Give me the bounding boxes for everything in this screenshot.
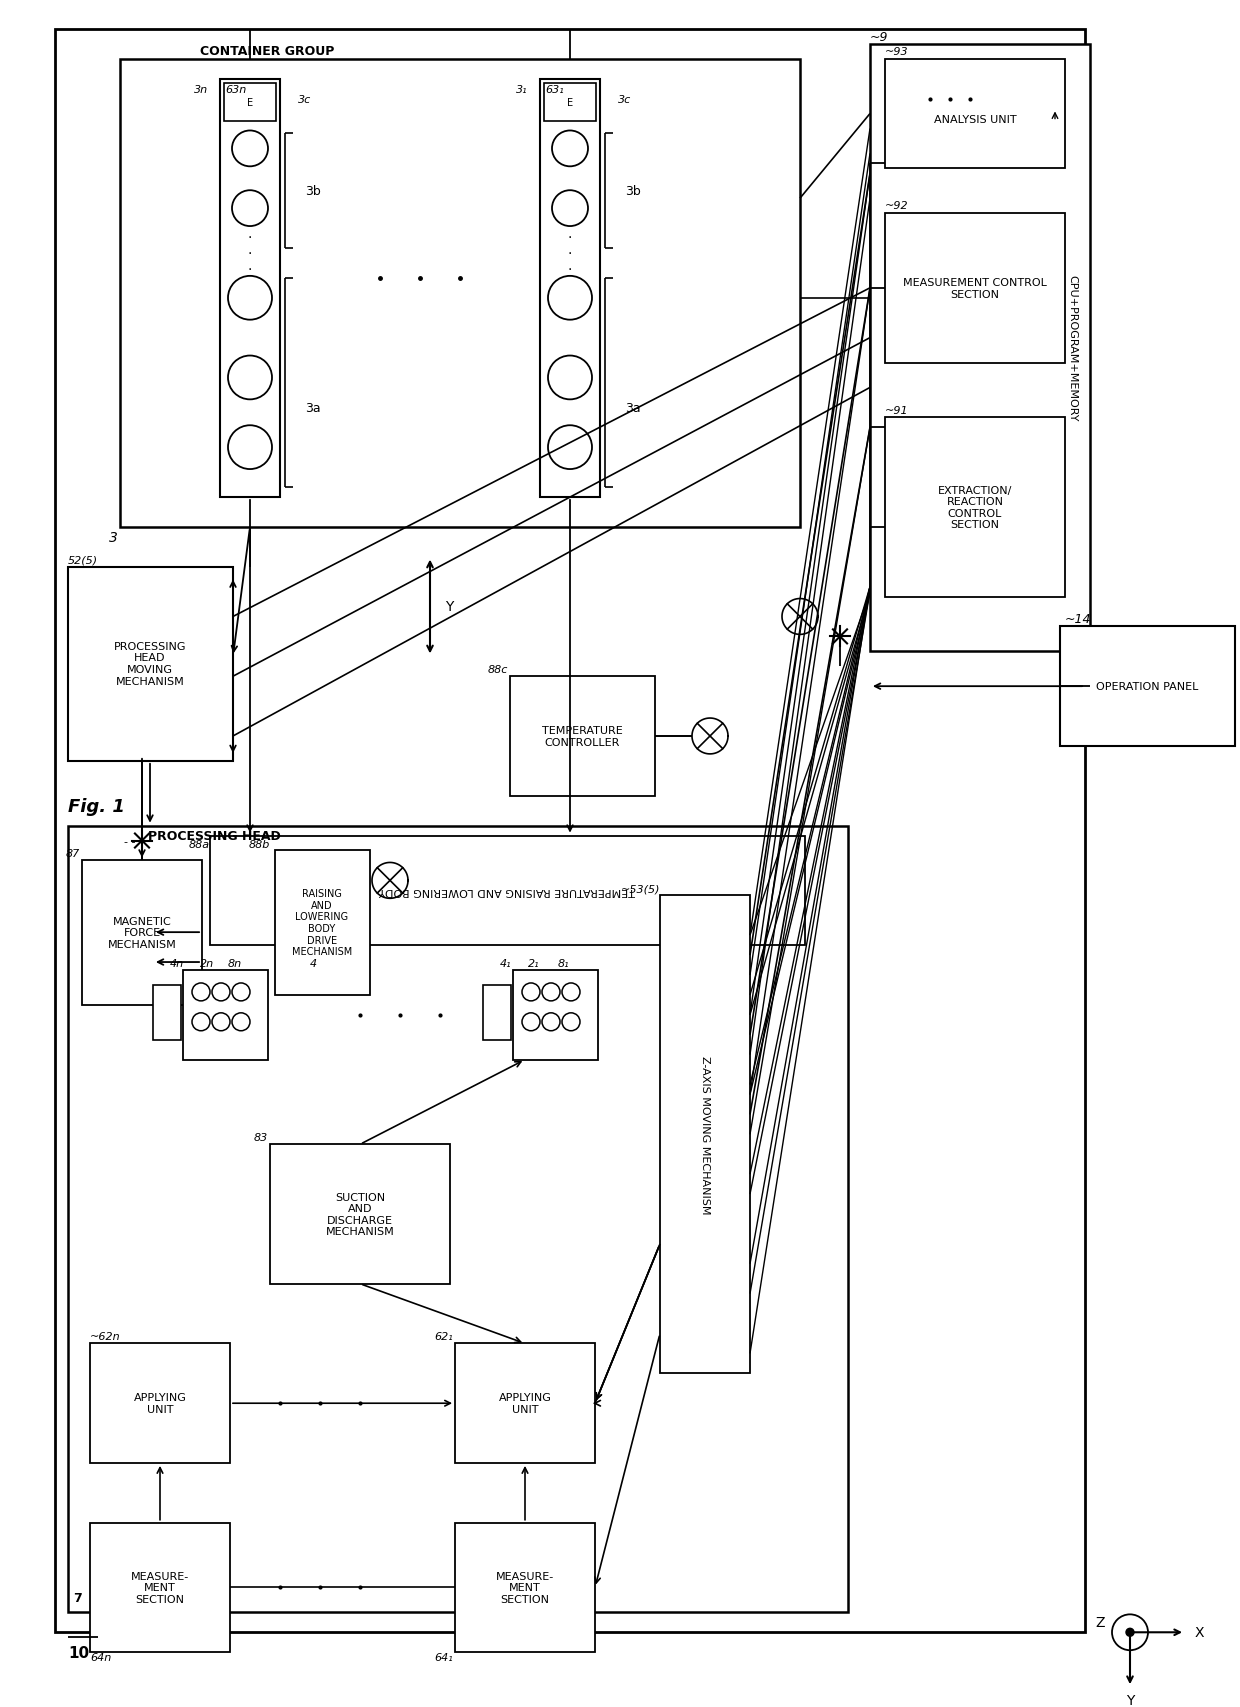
Bar — [224, 84, 277, 121]
Bar — [885, 418, 1065, 597]
Text: ~92: ~92 — [885, 201, 909, 212]
Text: MAGNETIC
FORCE
MECHANISM: MAGNETIC FORCE MECHANISM — [108, 917, 176, 949]
Text: 2n: 2n — [200, 958, 215, 968]
Bar — [210, 836, 805, 946]
Text: ~93: ~93 — [885, 46, 909, 56]
Text: - -: - - — [124, 836, 135, 847]
Bar — [68, 567, 233, 761]
Text: SUCTION
AND
DISCHARGE
MECHANISM: SUCTION AND DISCHARGE MECHANISM — [326, 1191, 394, 1236]
Text: PROCESSING
HEAD
MOVING
MECHANISM: PROCESSING HEAD MOVING MECHANISM — [114, 642, 186, 686]
Text: 3c: 3c — [299, 94, 311, 104]
Bar — [270, 1145, 450, 1284]
Text: CONTAINER GROUP: CONTAINER GROUP — [200, 46, 335, 58]
Text: 8₁: 8₁ — [558, 958, 569, 968]
Text: CPU+PROGRAM+MEMORY: CPU+PROGRAM+MEMORY — [1066, 275, 1078, 422]
Text: 3b: 3b — [305, 184, 321, 198]
Text: EXTRACTION/
REACTION
CONTROL
SECTION: EXTRACTION/ REACTION CONTROL SECTION — [937, 485, 1012, 529]
Text: Fig. 1: Fig. 1 — [68, 797, 125, 816]
Text: ~14: ~14 — [1065, 613, 1091, 625]
Text: 3n: 3n — [193, 85, 208, 94]
Text: ~53(5): ~53(5) — [620, 884, 660, 894]
Text: 4: 4 — [310, 958, 317, 968]
Text: MEASURE-
MENT
SECTION: MEASURE- MENT SECTION — [496, 1570, 554, 1605]
Bar — [219, 80, 280, 498]
Text: RAISING
AND
LOWERING
BODY
DRIVE
MECHANISM: RAISING AND LOWERING BODY DRIVE MECHANIS… — [291, 889, 352, 956]
Text: PROCESSING HEAD: PROCESSING HEAD — [148, 830, 280, 843]
Text: 2₁: 2₁ — [528, 958, 539, 968]
Bar — [484, 985, 511, 1040]
Text: 88c: 88c — [487, 664, 508, 674]
Text: MEASURE-
MENT
SECTION: MEASURE- MENT SECTION — [131, 1570, 190, 1605]
Bar — [510, 676, 655, 795]
Bar — [82, 860, 202, 1005]
Text: 3: 3 — [109, 531, 118, 545]
Bar — [68, 826, 848, 1613]
Text: ·
·
·: · · · — [248, 230, 252, 277]
Text: 3a: 3a — [305, 401, 321, 415]
Text: 64₁: 64₁ — [434, 1652, 453, 1663]
Bar — [513, 971, 598, 1060]
Text: 63n: 63n — [224, 85, 247, 94]
Bar — [455, 1523, 595, 1652]
Text: APPLYING
UNIT: APPLYING UNIT — [134, 1393, 186, 1413]
Circle shape — [1126, 1628, 1135, 1637]
Text: 4₁: 4₁ — [500, 958, 512, 968]
Text: 7: 7 — [73, 1591, 82, 1605]
Text: ~9: ~9 — [870, 31, 889, 44]
Text: APPLYING
UNIT: APPLYING UNIT — [498, 1393, 552, 1413]
Text: Z: Z — [1095, 1615, 1105, 1630]
Text: TEMPERATURE RAISING AND LOWERING BODY: TEMPERATURE RAISING AND LOWERING BODY — [379, 886, 635, 896]
Bar — [544, 84, 596, 121]
Bar — [120, 60, 800, 527]
Bar — [91, 1343, 229, 1463]
Bar — [885, 213, 1065, 364]
Bar — [55, 29, 1085, 1632]
Text: Z-AXIS MOVING MECHANISM: Z-AXIS MOVING MECHANISM — [701, 1055, 711, 1214]
Text: 83: 83 — [254, 1133, 268, 1142]
Text: ·
·
·: · · · — [568, 230, 572, 277]
Text: OPERATION PANEL: OPERATION PANEL — [1096, 681, 1198, 691]
Text: MEASUREMENT CONTROL
SECTION: MEASUREMENT CONTROL SECTION — [903, 278, 1047, 299]
Text: 87: 87 — [66, 848, 81, 859]
Bar — [184, 971, 268, 1060]
Bar — [275, 852, 370, 995]
Text: E: E — [567, 97, 573, 108]
Text: 88a: 88a — [188, 840, 210, 848]
Text: 63₁: 63₁ — [546, 85, 564, 94]
Text: 3a: 3a — [625, 401, 641, 415]
Text: 64n: 64n — [91, 1652, 112, 1663]
Text: TEMPERATURE
CONTROLLER: TEMPERATURE CONTROLLER — [542, 725, 622, 748]
Bar — [91, 1523, 229, 1652]
Text: E: E — [247, 97, 253, 108]
Text: 62₁: 62₁ — [434, 1331, 453, 1342]
Bar — [885, 60, 1065, 169]
Bar — [870, 44, 1090, 652]
Bar — [455, 1343, 595, 1463]
Text: 4n: 4n — [170, 958, 184, 968]
Text: ~91: ~91 — [885, 406, 909, 417]
Text: 10: 10 — [68, 1646, 89, 1659]
Bar — [539, 80, 600, 498]
Text: 88b: 88b — [249, 840, 270, 848]
Bar — [660, 896, 750, 1374]
Text: ~62n: ~62n — [91, 1331, 120, 1342]
Text: 52(5): 52(5) — [68, 555, 98, 565]
Text: 3c: 3c — [619, 94, 631, 104]
Text: 3b: 3b — [625, 184, 641, 198]
Bar — [1060, 626, 1235, 746]
Text: Y: Y — [1126, 1693, 1135, 1707]
Text: Y: Y — [445, 601, 454, 615]
Text: X: X — [1195, 1625, 1204, 1639]
Text: 3₁: 3₁ — [516, 85, 528, 94]
Text: ANALYSIS UNIT: ANALYSIS UNIT — [934, 114, 1017, 125]
Text: 8n: 8n — [228, 958, 242, 968]
Bar — [153, 985, 181, 1040]
